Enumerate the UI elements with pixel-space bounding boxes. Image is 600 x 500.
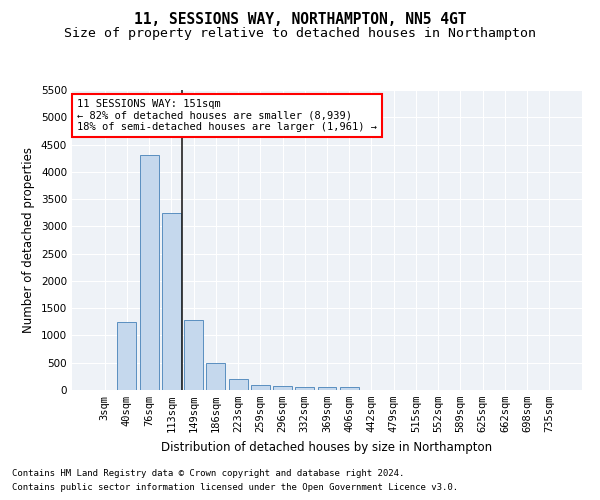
- Bar: [206, 362, 225, 390]
- Text: Contains HM Land Registry data © Crown copyright and database right 2024.: Contains HM Land Registry data © Crown c…: [12, 468, 404, 477]
- Text: Size of property relative to detached houses in Northampton: Size of property relative to detached ho…: [64, 28, 536, 40]
- Bar: [273, 386, 292, 390]
- Bar: [184, 320, 203, 390]
- Bar: [229, 379, 248, 390]
- Bar: [251, 384, 270, 390]
- Y-axis label: Number of detached properties: Number of detached properties: [22, 147, 35, 333]
- Bar: [295, 388, 314, 390]
- Text: 11 SESSIONS WAY: 151sqm
← 82% of detached houses are smaller (8,939)
18% of semi: 11 SESSIONS WAY: 151sqm ← 82% of detache…: [77, 99, 377, 132]
- Bar: [162, 212, 181, 390]
- Text: Contains public sector information licensed under the Open Government Licence v3: Contains public sector information licen…: [12, 484, 458, 492]
- Bar: [140, 156, 158, 390]
- Text: 11, SESSIONS WAY, NORTHAMPTON, NN5 4GT: 11, SESSIONS WAY, NORTHAMPTON, NN5 4GT: [134, 12, 466, 28]
- X-axis label: Distribution of detached houses by size in Northampton: Distribution of detached houses by size …: [161, 440, 493, 454]
- Bar: [118, 322, 136, 390]
- Bar: [317, 388, 337, 390]
- Bar: [340, 388, 359, 390]
